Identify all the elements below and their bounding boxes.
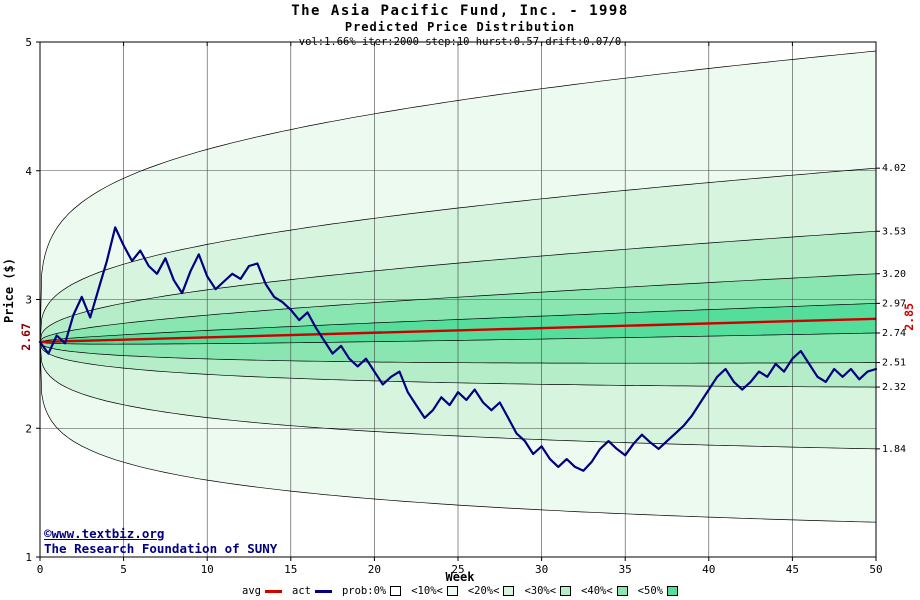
y-tick-label: 1	[25, 551, 32, 564]
right-value-labels: 4.02 3.53 3.20 2.97 2.74 2.51 2.32 1.84	[876, 163, 906, 455]
legend-chip	[666, 586, 678, 596]
x-tick-label: 35	[619, 563, 632, 576]
x-tick-label: 5	[120, 563, 127, 576]
legend-item-prob-0: prob:0%	[341, 585, 402, 597]
legend-chip	[616, 586, 628, 596]
x-tick-label: 45	[786, 563, 799, 576]
legend-chip	[314, 589, 332, 593]
right-value-label: 2.74	[882, 328, 906, 339]
legend-item-20: <20%<	[468, 585, 515, 597]
x-axis-label: Week	[445, 570, 475, 584]
y-axis-label: Price ($)	[2, 258, 16, 324]
x-tick-label: 0	[37, 563, 44, 576]
x-tick-label: 30	[535, 563, 548, 576]
boundary-line	[39, 341, 877, 450]
legend-item-act: act	[292, 585, 332, 597]
legend-chip	[265, 589, 282, 593]
boundary-line	[39, 273, 877, 343]
right-value-label: 2.51	[882, 358, 906, 369]
x-tick-label: 15	[284, 563, 297, 576]
legend-label: <50%	[637, 585, 663, 597]
x-tick-label: 10	[201, 563, 214, 576]
boundary-line	[39, 341, 876, 364]
boundary-line	[39, 332, 877, 345]
legend-label: avg	[242, 585, 261, 597]
chart-parameters: vol:1.66% iter:2000 step:10 hurst:0.57 d…	[298, 36, 622, 48]
legend-item-50: <50%	[638, 585, 678, 597]
start-price-label: 2.67	[19, 323, 33, 351]
y-tick-label: 4	[25, 165, 32, 178]
legend-chip	[503, 586, 515, 596]
chart-subtitle: Predicted Price Distribution	[344, 20, 576, 34]
right-value-label: 3.20	[882, 269, 906, 280]
watermark-url: ©www.textbiz.org	[44, 526, 165, 541]
x-tick-label: 50	[869, 563, 882, 576]
y-tick-label: 2	[25, 422, 32, 435]
right-value-label: 2.32	[882, 382, 906, 393]
legend-label: act	[292, 585, 311, 597]
legend-item-40: <40%<	[581, 585, 628, 597]
boundary-line	[39, 341, 877, 388]
y-tick-label: 5	[25, 36, 32, 49]
axis-ticks	[36, 41, 877, 561]
watermark-org: The Research Foundation of SUNY	[44, 540, 278, 556]
legend-chip	[446, 586, 458, 596]
x-tick-label: 20	[368, 563, 381, 576]
chart-legend: avg act prob:0% <10%< <20%< <30%< <40%< <50%	[0, 585, 920, 597]
boundary-line	[39, 303, 877, 343]
right-value-label: 1.84	[882, 444, 906, 455]
legend-label: prob:0%	[341, 585, 387, 597]
band-fill	[40, 342, 876, 523]
legend-chip	[390, 586, 402, 596]
boundary-line	[39, 50, 877, 343]
avg-line	[39, 317, 877, 344]
right-value-label: 3.53	[882, 226, 906, 237]
title-block: The Asia Pacific Fund, Inc. - 1998 Predi…	[0, 3, 920, 48]
y-tick-label: 3	[25, 294, 32, 307]
band-boundaries	[39, 50, 877, 523]
boundary-line	[39, 341, 877, 523]
legend-item-avg: avg	[242, 585, 282, 597]
right-value-label: 4.02	[882, 163, 906, 174]
watermark: ©www.textbiz.org The Research Foundation…	[44, 526, 278, 557]
x-tick-label: 25	[451, 563, 464, 576]
legend-label: <30%<	[524, 585, 557, 597]
act-line	[38, 226, 878, 472]
grid	[40, 42, 876, 557]
x-tick-label: 40	[702, 563, 715, 576]
legend-item-10: <10%<	[411, 585, 458, 597]
legend-item-30: <30%<	[524, 585, 572, 597]
legend-label: <20%<	[467, 585, 500, 597]
chart-title: The Asia Pacific Fund, Inc. - 1998	[291, 3, 629, 19]
legend-label: <10%<	[411, 585, 443, 597]
boundary-line	[39, 167, 877, 343]
legend-label: <40%<	[581, 585, 613, 597]
end-price-label: 2.85	[902, 303, 916, 331]
legend-chip	[560, 586, 572, 596]
right-value-label: 2.97	[882, 298, 906, 309]
